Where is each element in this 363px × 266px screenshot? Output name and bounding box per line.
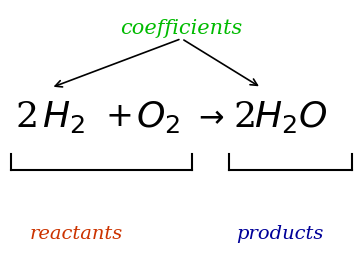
Text: $\mathit{H}_2\mathit{O}$: $\mathit{H}_2\mathit{O}$ (254, 99, 327, 135)
Text: products: products (236, 225, 323, 243)
Text: coefficients: coefficients (121, 19, 242, 38)
Text: $\mathit{O}_2$: $\mathit{O}_2$ (136, 99, 180, 135)
Text: reactants: reactants (30, 225, 123, 243)
Text: 2: 2 (233, 100, 257, 134)
Text: 2: 2 (16, 100, 39, 134)
Text: $\mathit{H}_2$: $\mathit{H}_2$ (42, 99, 85, 135)
Text: $+$: $+$ (105, 101, 131, 133)
Text: $\rightarrow$: $\rightarrow$ (193, 102, 225, 132)
